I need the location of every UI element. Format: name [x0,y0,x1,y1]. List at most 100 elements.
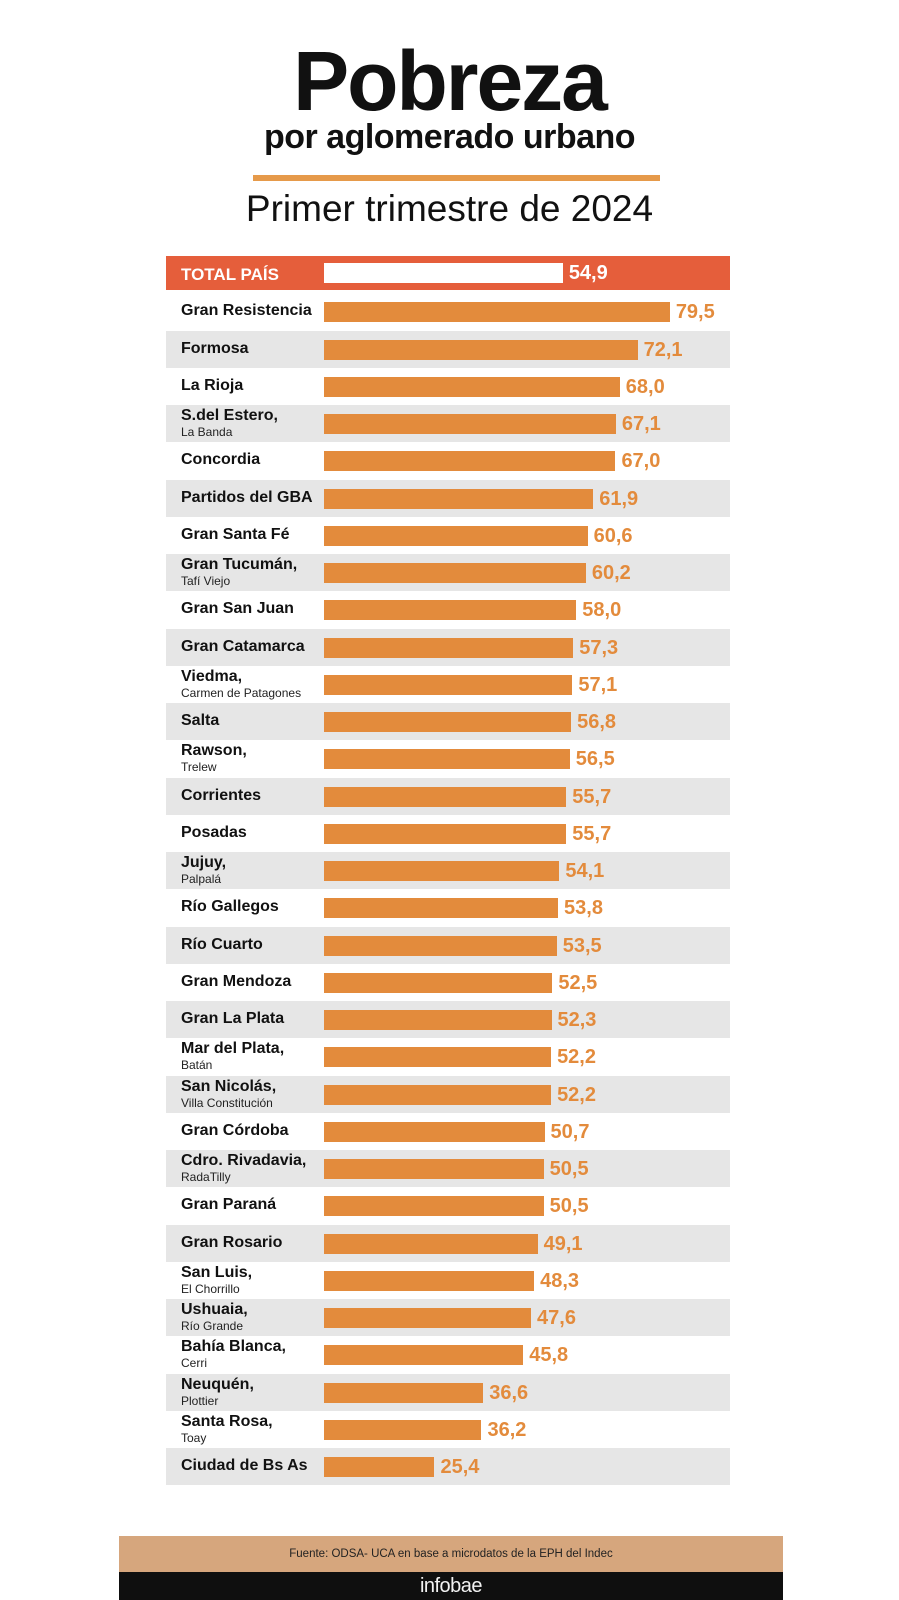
bar [324,488,594,509]
row-sublabel: El Chorrillo [181,1281,240,1296]
total-row: TOTAL PAÍS 54,9 [166,256,730,290]
bar [324,451,616,472]
bar [324,712,572,732]
chart-row: Jujuy, Palpalá 54,1 [166,852,730,890]
chart-row: Neuquén, Plottier 36,6 [166,1373,730,1411]
bar-value-label: 68,0 [625,375,665,398]
row-label: Jujuy, [181,854,227,871]
bar [324,1196,544,1217]
row-label: Gran Córdoba [181,1121,289,1139]
bar [324,302,670,323]
chart-row: San Luis, El Chorrillo 48,3 [166,1262,730,1299]
chart-row: Ciudad de Bs As 25,4 [166,1448,730,1486]
total-bar [324,263,563,283]
bar [324,1233,538,1254]
brand-logo: infobae [119,1572,783,1600]
title-divider [253,175,660,181]
chart-row: Gran Santa Fé 60,6 [166,517,730,554]
bar-value-label: 54,1 [565,860,605,882]
row-label: Ciudad de Bs As [181,1457,308,1474]
row-label: Río Cuarto [181,935,263,953]
bar [324,1159,544,1179]
bar [324,823,567,844]
bar-value-label: 60,2 [591,562,631,584]
bar-value-label: 25,4 [440,1456,480,1478]
bar-value-label: 50,5 [549,1158,589,1180]
bar-value-label: 55,7 [572,822,612,845]
bar [324,1419,482,1440]
bar [324,972,553,993]
chart-row: Bahía Blanca, Cerri 45,8 [166,1336,730,1373]
row-label: Formosa [181,339,249,357]
chart-row: Gran Resistencia 79,5 [166,293,730,330]
bar [324,1457,435,1477]
bar-value-label: 72,1 [643,338,683,361]
chart-row: Mar del Plata, Batán 52,2 [166,1038,730,1075]
bar-value-label: 58,0 [582,599,622,622]
bar [324,749,570,770]
bar-value-label: 36,6 [489,1381,529,1404]
row-label: Bahía Blanca, [181,1338,286,1356]
row-label: La Rioja [181,376,244,394]
chart-row: Posadas 55,7 [166,815,730,852]
chart-row: Rawson, Trelew 56,5 [166,740,730,777]
chart-row: Gran Mendoza 52,5 [166,964,730,1001]
bar-value-label: 79,5 [675,301,715,324]
row-label: Mar del Plata, [181,1040,285,1058]
row-sublabel: Cerri [181,1356,207,1371]
bar [324,1084,552,1105]
chart-row: Corrientes 55,7 [166,777,730,815]
row-sublabel: RadaTilly [181,1170,231,1184]
bar-value-label: 48,3 [540,1269,580,1292]
row-label: Neuquén, [181,1375,254,1393]
row-label: Posadas [181,823,247,841]
row-label: Salta [181,712,220,729]
bar-chart: TOTAL PAÍS 54,9 Gran Resistencia 79,5 Formos… [166,256,730,1486]
chart-row: Gran Rosario 49,1 [166,1224,730,1262]
bar [324,898,559,919]
chart-row: S.del Estero, La Banda 67,1 [166,405,730,443]
row-sublabel: Batán [181,1058,213,1073]
chart-row: Gran La Plata 52,3 [166,1001,730,1039]
row-label: Viedma, [181,667,243,685]
chart-row: Santa Rosa, Toay 36,2 [166,1411,730,1448]
bar-value-label: 49,1 [543,1232,583,1255]
row-sublabel: Palpalá [181,872,222,886]
bar [324,1121,545,1142]
bar-value-label: 53,5 [562,934,602,957]
bar [324,637,574,658]
chart-row: Gran Córdoba 50,7 [166,1113,730,1150]
row-sublabel: Río Grande [181,1319,244,1333]
row-label: Partidos del GBA [181,488,313,506]
chart-subtitle: por aglomerado urbano [263,118,636,156]
bar-value-label: 50,7 [550,1120,590,1143]
row-label: Gran Resistencia [181,302,312,320]
chart-row: Salta 56,8 [166,703,730,741]
bar-value-label: 52,2 [557,1046,596,1069]
row-label: Ushuaia, [181,1301,248,1318]
bar [324,339,638,360]
row-label: Gran Catamarca [181,637,305,655]
bar-value-label: 67,0 [621,450,661,473]
row-label: TOTAL PAÍS [181,265,279,284]
chart-title: Pobreza [293,34,608,128]
chart-row: San Nicolás, Villa Constitución 52,2 [166,1075,730,1113]
row-sublabel: Trelew [181,760,217,775]
chart-row: Gran San Juan 58,0 [166,591,730,628]
bar [324,1047,552,1068]
bar-value-label: 52,5 [558,971,598,994]
row-label: Cdro. Rivadavia, [181,1152,307,1169]
source-note: Fuente: ODSA- UCA en base a microdatos d… [119,1536,783,1572]
row-label: San Luis, [181,1263,253,1281]
bar-value-label: 67,1 [621,413,661,435]
chart-row: Cdro. Rivadavia, RadaTilly 50,5 [166,1150,730,1188]
row-label: Gran Santa Fé [181,525,290,543]
row-label: Gran Paraná [181,1196,277,1214]
bar-value-label: 56,5 [575,748,615,771]
bar-value-label: 56,8 [577,711,617,733]
row-sublabel: Tafí Viejo [181,574,231,588]
bar-value-label: 50,5 [549,1195,589,1218]
row-sublabel: Toay [181,1430,207,1445]
bar-value-label: 57,1 [578,673,618,696]
row-sublabel: Plottier [181,1393,219,1408]
